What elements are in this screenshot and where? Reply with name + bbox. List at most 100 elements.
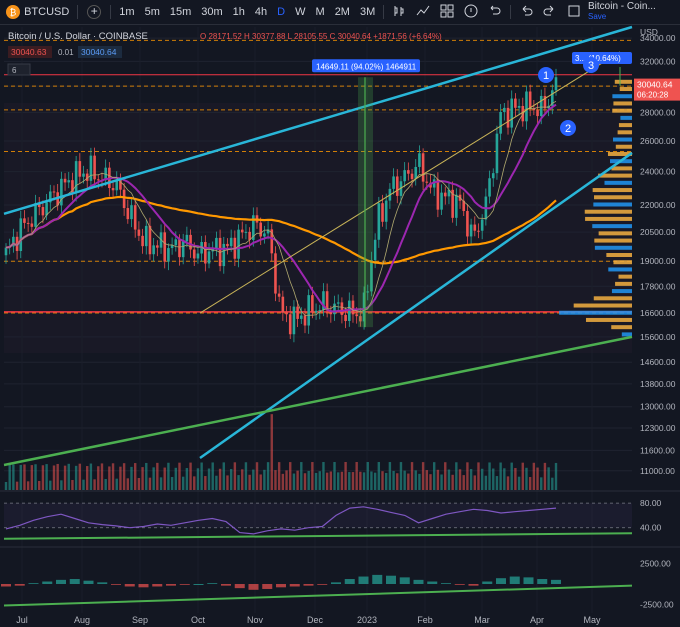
volume-bar bbox=[215, 476, 217, 490]
volume-bar bbox=[45, 464, 47, 490]
candle-body bbox=[392, 176, 395, 188]
interval-2m[interactable]: 2M bbox=[330, 6, 355, 18]
candle-body bbox=[145, 226, 148, 246]
macd-histogram-bar bbox=[1, 584, 11, 586]
chart-type-icon[interactable] bbox=[387, 4, 411, 21]
volume-bar bbox=[359, 472, 361, 490]
symbol-search[interactable]: ₿ BTCUSD bbox=[0, 4, 74, 20]
interval-3m[interactable]: 3M bbox=[355, 6, 380, 18]
volume-bar bbox=[56, 464, 58, 490]
volume-bar bbox=[97, 466, 99, 490]
indicators-icon[interactable] bbox=[411, 4, 435, 21]
volume-bar bbox=[296, 471, 298, 490]
volume-bar bbox=[16, 482, 18, 490]
candle-body bbox=[437, 179, 440, 209]
candle-body bbox=[67, 180, 70, 182]
volume-bar bbox=[60, 480, 62, 490]
volume-profile-bar bbox=[606, 253, 632, 257]
undo-icon[interactable] bbox=[514, 4, 538, 21]
volume-bar bbox=[322, 462, 324, 490]
volume-bar bbox=[499, 463, 501, 490]
add-symbol-button[interactable]: + bbox=[87, 5, 101, 19]
volume-bar bbox=[352, 472, 354, 490]
volume-profile-bar bbox=[620, 87, 632, 91]
candle-body bbox=[222, 244, 225, 266]
volume-bar bbox=[130, 467, 132, 490]
x-tick-label: Dec bbox=[307, 615, 324, 625]
volume-profile-bar bbox=[618, 275, 632, 279]
volume-bar bbox=[389, 462, 391, 490]
candle-body bbox=[496, 134, 499, 173]
volume-profile-bar bbox=[613, 260, 632, 264]
volume-bar bbox=[429, 474, 431, 490]
y-tick-label: 32000.00 bbox=[640, 56, 676, 66]
candle-body bbox=[42, 207, 45, 215]
volume-bar bbox=[477, 462, 479, 490]
macd-histogram-bar bbox=[276, 584, 286, 587]
y-tick-label: 19000.00 bbox=[640, 256, 676, 266]
volume-bar bbox=[248, 475, 250, 490]
volume-bar bbox=[488, 462, 490, 490]
legend-ohlc: O 28171.52 H 30377.88 L 28105.55 C 30040… bbox=[200, 32, 442, 41]
volume-bar bbox=[112, 463, 114, 490]
candle-body bbox=[53, 191, 56, 192]
volume-profile-bar bbox=[594, 195, 632, 199]
macd-histogram-bar bbox=[97, 582, 107, 584]
candle-body bbox=[385, 201, 388, 222]
candle-body bbox=[152, 245, 155, 254]
volume-bar bbox=[503, 468, 505, 490]
interval-1m[interactable]: 1m bbox=[114, 6, 139, 18]
macd-histogram-bar bbox=[194, 584, 204, 585]
volume-bar bbox=[448, 470, 450, 490]
brand-header[interactable]: Bitcoin - Coin... Save bbox=[588, 2, 676, 22]
volume-bar bbox=[522, 463, 524, 490]
macd-histogram-bar bbox=[524, 577, 534, 584]
interval-m[interactable]: M bbox=[311, 6, 330, 18]
alert-icon[interactable] bbox=[459, 4, 483, 21]
candle-body bbox=[215, 238, 218, 248]
interval-w[interactable]: W bbox=[290, 6, 310, 18]
volume-bar bbox=[407, 474, 409, 490]
interval-15m[interactable]: 15m bbox=[165, 6, 196, 18]
candle-body bbox=[138, 230, 141, 236]
marker-3: 3 bbox=[588, 60, 594, 72]
candle-body bbox=[134, 205, 137, 229]
price-chart[interactable]: 34000.0032000.0030000.0028000.0026000.00… bbox=[0, 25, 680, 627]
volume-bar bbox=[152, 467, 154, 490]
volume-bar bbox=[440, 474, 442, 490]
volume-bar bbox=[378, 462, 380, 490]
interval-1h[interactable]: 1h bbox=[228, 6, 250, 18]
interval-30m[interactable]: 30m bbox=[196, 6, 227, 18]
redo-icon[interactable] bbox=[538, 4, 562, 21]
candle-body bbox=[311, 295, 314, 313]
interval-4h[interactable]: 4h bbox=[250, 6, 272, 18]
interval-5m[interactable]: 5m bbox=[140, 6, 165, 18]
volume-bar bbox=[219, 469, 221, 490]
templates-icon[interactable] bbox=[435, 4, 459, 21]
volume-profile-bar bbox=[611, 325, 632, 329]
macd-histogram-bar bbox=[496, 578, 506, 584]
y-tick-label: 26000.00 bbox=[640, 136, 676, 146]
volume-bar bbox=[496, 476, 498, 490]
volume-bar bbox=[544, 463, 546, 490]
volume-profile-bar bbox=[559, 311, 632, 315]
volume-bar bbox=[160, 477, 162, 490]
interval-d[interactable]: D bbox=[272, 6, 290, 18]
macd-tick-label: 2500.00 bbox=[640, 558, 671, 568]
rsi-tick-label: 40.00 bbox=[640, 523, 662, 533]
volume-bar bbox=[437, 470, 439, 490]
macd-histogram-bar bbox=[427, 582, 437, 584]
volume-profile-bar bbox=[622, 332, 632, 336]
volume-profile-bar bbox=[616, 145, 632, 149]
macd-histogram-bar bbox=[70, 579, 80, 584]
volume-bar bbox=[175, 468, 177, 490]
save-button[interactable]: Save bbox=[588, 12, 676, 22]
volume-bar bbox=[27, 481, 29, 490]
macd-histogram-bar bbox=[331, 582, 341, 584]
layout-icon[interactable] bbox=[562, 4, 586, 21]
volume-bar bbox=[23, 464, 25, 490]
macd-histogram-bar bbox=[249, 584, 259, 590]
replay-icon[interactable] bbox=[483, 4, 507, 21]
candle-body bbox=[499, 112, 502, 134]
volume-profile-bar bbox=[611, 166, 632, 170]
